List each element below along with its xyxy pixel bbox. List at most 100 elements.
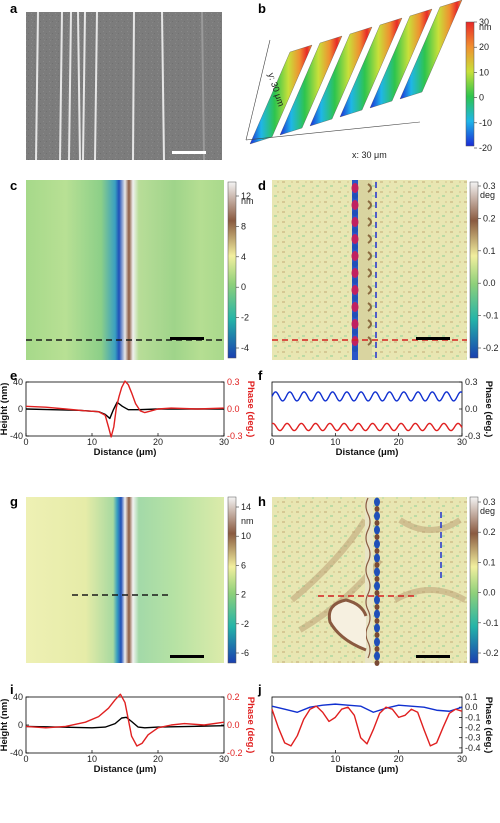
panel-c: c 12 8 4 0 -2 -4 nm (10, 178, 254, 360)
fringe-arc (367, 285, 372, 295)
fringe-spot (374, 646, 380, 652)
fringe-spot (352, 261, 358, 267)
x-tick-label: 0 (23, 754, 28, 764)
fringe-arc (367, 217, 372, 227)
colorbar-c (227, 181, 237, 359)
fringe-spot (351, 217, 359, 227)
colorbar-g (227, 496, 237, 664)
y-axis-label: Height (nm) (0, 383, 10, 436)
fringe-arc (367, 319, 372, 329)
colorbar-tick-label: 0.1 (483, 557, 496, 567)
x-axis-label: Distance (μm) (336, 764, 399, 775)
chart-j: 0 10 20 30 Distance (μm) 0.10.0-0.1-0.2-0.3-0… (269, 692, 494, 775)
fringe-spot (374, 604, 380, 610)
ridge (249, 44, 313, 145)
colorbar-unit: nm (479, 22, 492, 32)
colorbar-tick-label: 0.0 (483, 278, 496, 288)
chart-f: 0 10 20 30 Distance (μm) 0.3 0.0 -0.3 Phase (deg… (269, 377, 494, 458)
colorbar-tick-label: 14 (241, 502, 251, 512)
series-line-i-1 (25, 693, 225, 747)
fringe-spot (351, 200, 359, 210)
colorbar-tick-label: -2 (241, 313, 249, 323)
fringe-spot (374, 506, 380, 512)
fringe-arc (367, 234, 372, 244)
y-right-tick-label: -0.3 (465, 431, 481, 441)
fringe-spot (352, 329, 358, 335)
colorbar-tick-label: -0.1 (483, 618, 499, 628)
y-right-tick-label: 0.0 (227, 720, 240, 730)
x-tick-label: 0 (269, 437, 274, 447)
x-tick-label: 20 (394, 754, 404, 764)
colorbar-tick-label: 6 (241, 560, 246, 570)
colorbar-tick-label: 30 (479, 17, 489, 27)
ridge (339, 17, 403, 118)
surface-edge (245, 121, 421, 141)
colorbar-unit: deg (480, 506, 495, 516)
colorbar-tick-label: -6 (241, 648, 249, 658)
panel-label-g: g (10, 494, 18, 509)
colorbar-d (469, 181, 479, 359)
y-right-tick-label: -0.3 (465, 733, 481, 743)
panel-label-f: f (258, 368, 263, 383)
colorbar-tick-label: 10 (241, 531, 251, 541)
colorbar-tick-label: 20 (479, 42, 489, 52)
scale-bar (416, 655, 450, 658)
series-line-e-0 (25, 401, 224, 420)
colorbar-tick-label: 0.3 (483, 497, 496, 507)
fringe-spot (374, 595, 380, 605)
fringe-spot (374, 539, 380, 549)
x-tick-label: 0 (269, 754, 274, 764)
fringe-spot (374, 623, 380, 633)
fringe-spot (352, 346, 358, 352)
colorbar-h (469, 496, 479, 664)
fringe-spot (351, 251, 359, 261)
scale-bar (416, 337, 450, 340)
fringe-spot (352, 312, 358, 318)
colorbar-tick-label: -10 (479, 118, 492, 128)
colorbar-tick-label: 2 (241, 590, 246, 600)
colorbar-b (465, 21, 475, 147)
x-tick-label: 30 (219, 754, 229, 764)
fringe-spot (351, 336, 359, 346)
fringe-spot (374, 520, 380, 526)
fringe-spot (351, 234, 359, 244)
fringe-arc (367, 268, 372, 278)
x-tick-label: 10 (87, 754, 97, 764)
scale-bar (170, 337, 204, 340)
fringe-spot (374, 581, 380, 591)
fringe-spot (352, 210, 358, 216)
colorbar-g-ticks: 14 10 6 2 -2 -6 nm (236, 502, 254, 658)
x-axis-label: Distance (μm) (94, 447, 157, 458)
fringe-spot (374, 637, 380, 647)
sem-image (26, 12, 222, 160)
colorbar-tick-label: 0.3 (483, 181, 496, 191)
x-axis-label: Distance (μm) (336, 447, 399, 458)
x-tick-label: 30 (219, 437, 229, 447)
height-map-c (26, 180, 224, 360)
colorbar-tick-label: 8 (241, 221, 246, 231)
fringe-spot (374, 511, 380, 521)
fringe-arc (367, 336, 372, 346)
colorbar-h-ticks: 0.3 0.2 0.1 0.0 -0.1 -0.2 deg (478, 497, 499, 658)
y-right-axis-label: Phase (deg.) (245, 697, 256, 754)
panel-label-b: b (258, 1, 266, 16)
panel-a: a (10, 1, 222, 161)
particle-h (327, 598, 368, 652)
y-right-tick-label: 0.0 (465, 404, 478, 414)
series-line-e-1 (25, 380, 225, 438)
colorbar-b-ticks: 30 20 10 0 -10 -20 nm (474, 17, 492, 153)
colorbar-unit: nm (241, 516, 254, 526)
plasmon-fringes-d (351, 183, 372, 352)
x-tick-label: 30 (457, 437, 467, 447)
y-right-tick-label: 0.0 (227, 404, 240, 414)
y-right-tick-label: 0.2 (227, 692, 240, 702)
panel-d: d 0.3 0.2 0.1 0.0 -0.1 -0.2 deg (258, 178, 499, 360)
colorbar-tick-label: -4 (241, 343, 249, 353)
y-right-tick-label: -0.3 (227, 431, 243, 441)
fringe-spot (374, 562, 380, 568)
y-right-tick-label: 0.3 (465, 377, 478, 387)
series-line-j-0 (271, 703, 463, 713)
